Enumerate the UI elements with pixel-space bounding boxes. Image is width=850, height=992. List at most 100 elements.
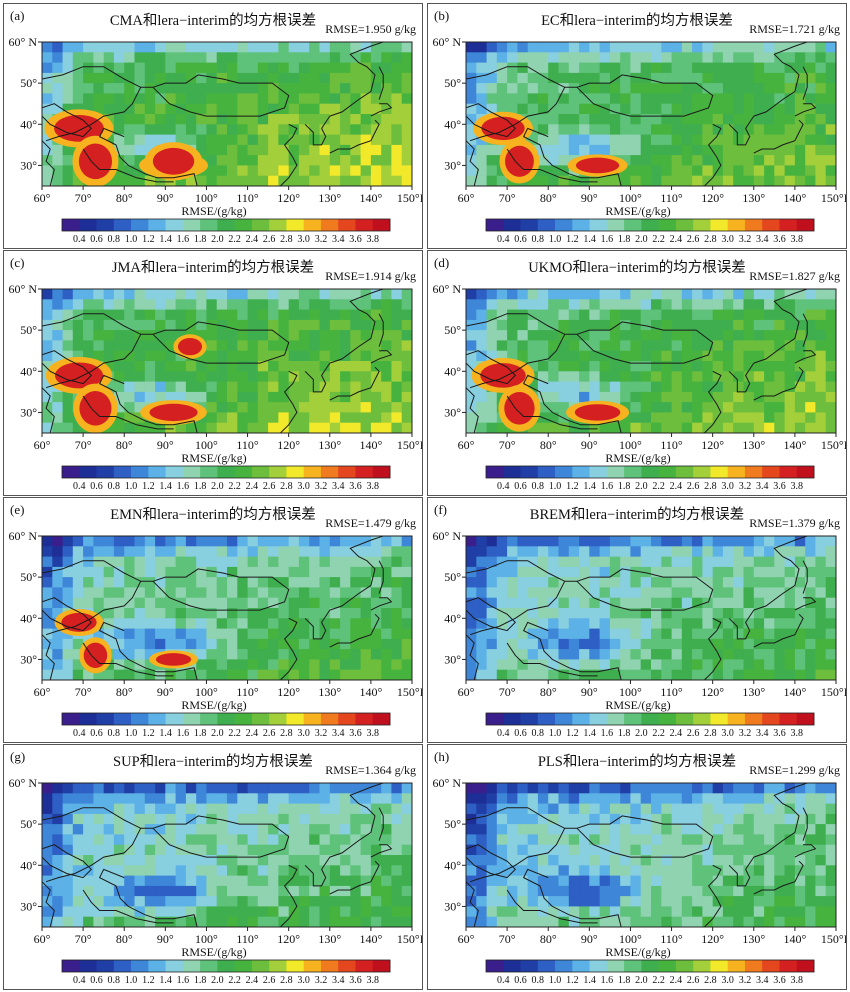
field-cell <box>486 916 498 927</box>
field-cell <box>319 402 331 413</box>
field-cell <box>609 93 621 105</box>
field-cell <box>743 391 755 403</box>
field-cell <box>671 659 683 671</box>
field-cell <box>257 402 269 413</box>
field-cell <box>712 916 724 927</box>
field-cell <box>815 597 827 609</box>
field-cell <box>784 618 796 630</box>
colorbar-label: 1.8 <box>194 481 207 492</box>
field-cell <box>722 608 734 619</box>
field-cell <box>743 175 755 186</box>
field-cell <box>609 813 621 825</box>
field-cell <box>370 72 382 84</box>
field-cell <box>175 813 187 825</box>
field-cell <box>517 865 529 877</box>
field-cell <box>381 813 393 825</box>
field-cell <box>72 875 84 887</box>
field-cell <box>640 299 652 311</box>
field-cell <box>391 834 403 846</box>
x-tick-label: 130° <box>318 685 341 699</box>
field-cell <box>247 114 259 125</box>
field-cell <box>268 536 279 547</box>
colorbar-label: 2.8 <box>704 481 717 492</box>
y-tick-label: 60° N <box>9 35 38 49</box>
field-cell <box>589 62 601 74</box>
field-cell <box>774 608 786 619</box>
field-cell <box>496 72 508 84</box>
field-cell <box>268 793 279 805</box>
field-cell <box>794 114 806 125</box>
field-cell <box>298 391 310 403</box>
hotspot-core <box>155 653 192 666</box>
field-cell <box>609 83 621 94</box>
field-cell <box>764 824 775 835</box>
field-cell <box>537 875 549 887</box>
field-cell <box>309 834 321 846</box>
field-cell <box>527 659 539 671</box>
field-cell <box>630 134 642 146</box>
field-cell <box>794 165 806 177</box>
hotspot-core <box>574 404 621 421</box>
field-cell <box>620 340 632 352</box>
field-cell <box>620 422 632 433</box>
colorbar-swatch <box>762 219 780 231</box>
field-cell <box>216 844 228 856</box>
field-cell <box>257 93 269 105</box>
field-cell <box>507 628 518 640</box>
field-cell <box>774 319 786 331</box>
field-cell <box>350 72 362 84</box>
field-cell <box>764 412 775 424</box>
field-cell <box>134 783 146 794</box>
field-cell <box>558 289 570 300</box>
colorbar-swatch <box>182 466 201 478</box>
field-cell <box>113 865 125 877</box>
field-cell <box>165 536 177 547</box>
field-cell <box>651 319 662 331</box>
field-cell <box>651 83 662 94</box>
field-cell <box>681 896 693 907</box>
field-cell <box>476 896 488 907</box>
field-cell <box>661 72 673 84</box>
field-cell <box>391 381 403 393</box>
field-cell <box>722 124 734 136</box>
field-cell <box>350 381 362 393</box>
colorbar-label: 3.6 <box>773 728 786 739</box>
colorbar-label: 1.2 <box>142 975 155 986</box>
field-cell <box>702 361 714 372</box>
field-cell <box>805 391 817 403</box>
field-cell <box>589 546 601 558</box>
colorbar-label: 2.4 <box>670 975 683 986</box>
field-cell <box>548 587 560 599</box>
y-tick-label: 60° N <box>433 529 462 543</box>
field-cell <box>558 361 570 372</box>
field-cell <box>196 916 208 927</box>
field-cell <box>784 124 796 136</box>
field-cell <box>185 299 197 311</box>
field-cell <box>227 803 238 815</box>
colorbar-swatch <box>200 960 218 972</box>
field-cell <box>381 834 393 846</box>
field-cell <box>794 391 806 403</box>
field-cell <box>537 402 549 413</box>
field-cell <box>712 412 724 424</box>
field-cell <box>774 906 786 918</box>
field-cell <box>52 875 64 887</box>
field-cell <box>144 813 156 825</box>
field-cell <box>155 124 166 136</box>
field-cell <box>113 350 125 362</box>
field-cell <box>784 865 796 877</box>
field-cell <box>722 381 734 393</box>
field-cell <box>340 608 351 619</box>
field-cell <box>630 916 642 927</box>
field-cell <box>319 299 331 311</box>
field-cell <box>753 103 765 115</box>
field-cell <box>175 916 187 927</box>
field-cell <box>764 340 775 352</box>
field-cell <box>298 556 310 568</box>
field-cell <box>278 649 290 660</box>
field-cell <box>692 289 703 300</box>
field-cell <box>815 340 827 352</box>
field-cell <box>774 566 786 578</box>
field-cell <box>702 42 714 53</box>
field-cell <box>640 834 652 846</box>
